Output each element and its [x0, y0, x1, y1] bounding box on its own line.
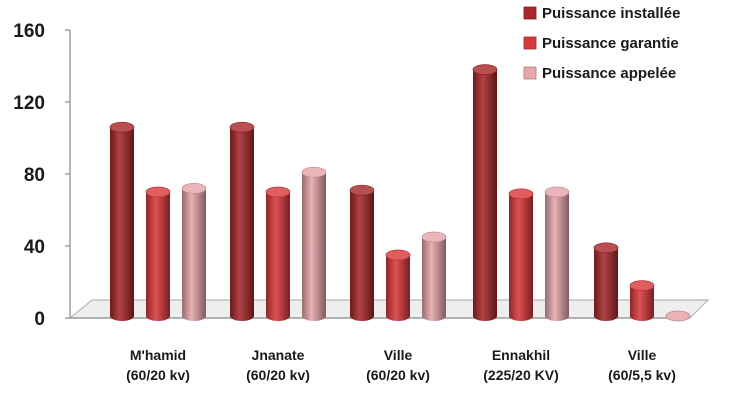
category-label: (60/20 kv): [246, 367, 310, 383]
legend-item: Puissance installée: [523, 5, 680, 22]
category-labels: M'hamid (60/20 kv) Jnanate (60/20 kv) Ville (…: [126, 347, 676, 383]
bars: [109, 64, 691, 322]
legend-swatch: [523, 36, 537, 50]
category-label: Ville: [628, 347, 657, 363]
y-tick-label: 80: [24, 165, 45, 186]
bar: [385, 249, 411, 321]
bar: [145, 186, 171, 321]
category-label: (60/20 kv): [126, 367, 190, 383]
bar: [109, 121, 135, 321]
legend-label: Puissance garantie: [542, 35, 679, 52]
bar: [349, 184, 375, 321]
y-tick-label: 160: [13, 21, 45, 42]
category-label: Ennakhil: [492, 347, 550, 363]
bar: [593, 242, 619, 321]
legend-swatch: [523, 6, 537, 20]
legend-swatch: [523, 66, 537, 80]
category-label: Jnanate: [252, 347, 305, 363]
bar: [472, 64, 498, 321]
bar: [544, 186, 570, 321]
category-label: Ville: [384, 347, 413, 363]
legend-label: Puissance appelée: [542, 65, 676, 82]
bar: [629, 280, 655, 321]
y-tick-label: 120: [13, 93, 45, 114]
bar: [181, 183, 207, 321]
legend-item: Puissance garantie: [523, 35, 679, 52]
y-tick-label: 0: [34, 309, 45, 330]
category-label: (60/20 kv): [366, 367, 430, 383]
legend-label: Puissance installée: [542, 5, 680, 22]
bar: [421, 231, 447, 321]
category-label: (60/5,5 kv): [608, 367, 676, 383]
bar: [229, 121, 255, 321]
bar: [265, 186, 291, 321]
category-label: M'hamid: [130, 347, 186, 363]
y-tick-label: 40: [24, 237, 45, 258]
category-label: (225/20 KV): [483, 367, 558, 383]
legend-item: Puissance appelée: [523, 65, 676, 82]
bar: [301, 166, 327, 321]
bar: [665, 310, 691, 322]
legend: Puissance installée Puissance garantie Pui…: [523, 5, 680, 82]
bar: [508, 188, 534, 321]
y-axis: 0 40 80 120 160: [13, 21, 71, 330]
